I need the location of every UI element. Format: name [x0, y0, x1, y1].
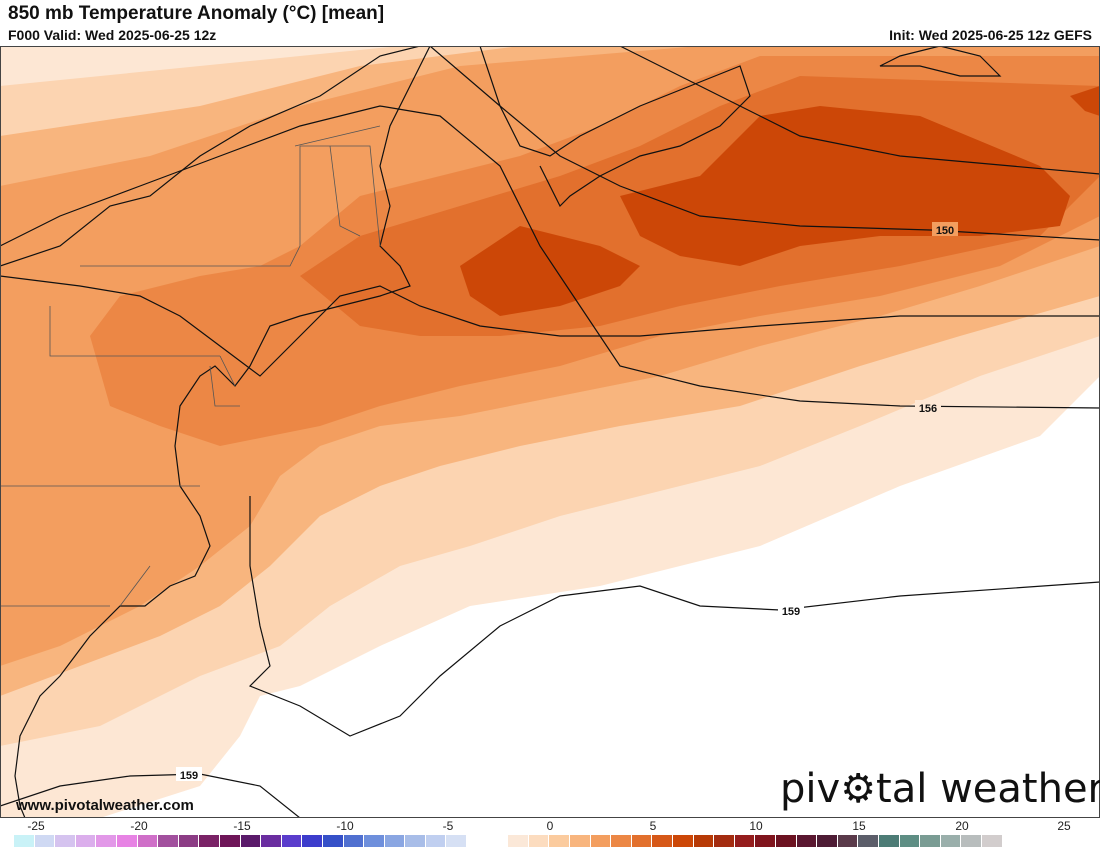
- colorbar-ticks: -25 -20 -15 -10 -5 0 5 10 15 20 25: [0, 819, 1100, 833]
- colorbar-swatch: [755, 835, 776, 847]
- newfoundland-coast: [879, 46, 1002, 77]
- contour-label-150: 150: [936, 225, 954, 237]
- colorbar-tick: 0: [546, 819, 554, 833]
- contour-label-bg: [176, 767, 202, 781]
- valid-time: F000 Valid: Wed 2025-06-25 12z: [8, 27, 217, 43]
- contour-label-159: 159: [782, 606, 800, 618]
- contour-label-bg: [932, 222, 958, 236]
- map-title: 850 mb Temperature Anomaly (°C) [mean]: [8, 3, 385, 24]
- colorbar-swatch: [240, 835, 262, 847]
- colorbar-swatch: [199, 835, 220, 847]
- colorbar-swatch: [487, 835, 509, 847]
- colorbar-swatch: [570, 835, 591, 847]
- colorbar-tick: 5: [649, 819, 657, 833]
- colorbar-swatch: [281, 835, 303, 847]
- colorbar-swatch: [116, 835, 138, 847]
- logo-text-right: tal weather: [876, 766, 1100, 812]
- colorbar-swatch: [425, 835, 447, 847]
- colorbar-tick: -20: [130, 819, 148, 833]
- state-borders: [0, 125, 381, 607]
- colorbar-swatch: [137, 835, 159, 847]
- contour-label-bg: [778, 603, 804, 617]
- colorbar-swatch: [34, 835, 56, 847]
- colorbar-tick: 20: [955, 819, 969, 833]
- colorbar-swatch: [14, 835, 35, 847]
- contour-156: [0, 105, 1100, 409]
- colorbar-swatch: [961, 835, 982, 847]
- colorbar-swatch: [219, 835, 241, 847]
- colorbar-swatch: [796, 835, 818, 847]
- website-url: www.pivotalweather.com: [16, 797, 194, 814]
- colorbar-tick: 25: [1057, 819, 1071, 833]
- colorbar-swatch: [775, 835, 797, 847]
- colorbar-swatches: [14, 835, 1003, 847]
- colorbar-tick: -10: [336, 819, 354, 833]
- colorbar-swatch: [940, 835, 962, 847]
- init-time: Init: Wed 2025-06-25 12z GEFS: [889, 27, 1092, 43]
- colorbar-swatch: [446, 835, 468, 847]
- colorbar-tick: 15: [852, 819, 866, 833]
- colorbar-swatch: [96, 835, 117, 847]
- colorbar-swatch: [837, 835, 859, 847]
- colorbar-tick: -25: [27, 819, 45, 833]
- contour-label-156: 156: [919, 403, 937, 415]
- colorbar-swatch: [75, 835, 97, 847]
- anomaly-map: 150 156 159 159: [0, 46, 1100, 818]
- header: 850 mb Temperature Anomaly (°C) [mean] F…: [0, 0, 1100, 46]
- colorbar-swatch: [899, 835, 921, 847]
- pivotal-weather-logo: piv⚙tal weather: [780, 766, 1100, 812]
- colorbar-tick: -5: [442, 819, 454, 833]
- colorbar-swatch: [467, 835, 488, 847]
- logo-text-left: piv: [780, 766, 841, 812]
- colorbar-swatch: [590, 835, 612, 847]
- colorbar-swatch: [508, 835, 529, 847]
- colorbar-swatch: [302, 835, 323, 847]
- colorbar-tick: 10: [749, 819, 763, 833]
- colorbar-swatch: [920, 835, 941, 847]
- colorbar-swatch: [981, 835, 1003, 847]
- colorbar-swatch: [652, 835, 673, 847]
- colorbar-swatch: [322, 835, 344, 847]
- colorbar-swatch: [693, 835, 715, 847]
- colorbar-swatch: [158, 835, 179, 847]
- anomaly-band-7: [460, 226, 640, 316]
- contour-150-c: [0, 275, 1100, 377]
- colorbar-swatch: [178, 835, 200, 847]
- colorbar-swatch: [878, 835, 900, 847]
- colorbar-swatch: [384, 835, 406, 847]
- colorbar-swatch: [734, 835, 756, 847]
- colorbar-tick: -15: [233, 819, 251, 833]
- colorbar-swatch: [343, 835, 365, 847]
- maritimes-coast: [479, 46, 751, 208]
- contour-label-bg: [915, 400, 941, 414]
- colorbar-swatch: [528, 835, 550, 847]
- colorbar-swatch: [714, 835, 735, 847]
- anomaly-spot: [1070, 86, 1100, 116]
- colorbar-swatch: [611, 835, 632, 847]
- contour-159-b: [0, 773, 301, 818]
- colorbar-swatch: [817, 835, 838, 847]
- contour-159: [248, 496, 1100, 737]
- colorbar-swatch: [631, 835, 653, 847]
- colorbar-swatch: [364, 835, 385, 847]
- colorbar-swatch: [549, 835, 571, 847]
- colorbar-swatch: [405, 835, 426, 847]
- colorbar-swatch: [55, 835, 76, 847]
- colorbar-swatch: [858, 835, 879, 847]
- gear-icon: ⚙: [840, 766, 877, 812]
- contour-150-b: [619, 46, 1100, 175]
- colorbar-swatch: [261, 835, 282, 847]
- coastline: [14, 46, 431, 818]
- contour-150: [0, 46, 1100, 267]
- colorbar-swatch: [673, 835, 694, 847]
- contour-label-159-b: 159: [180, 770, 198, 782]
